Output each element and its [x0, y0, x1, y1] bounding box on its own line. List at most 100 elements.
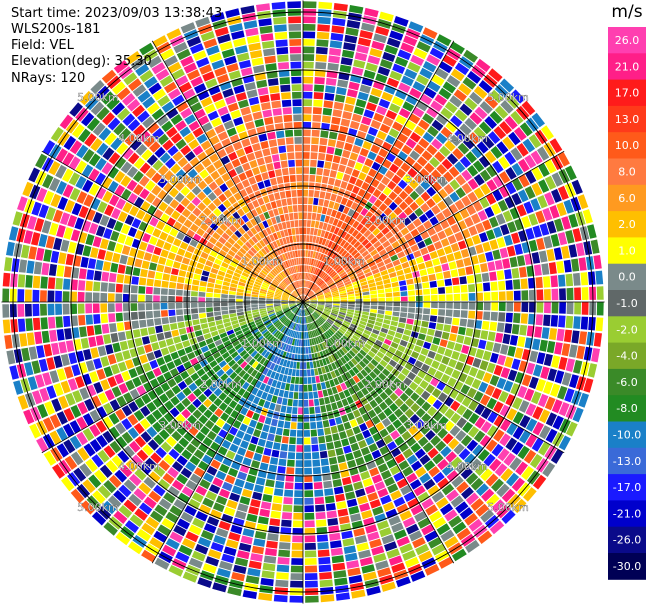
velocity-cell [368, 94, 380, 105]
velocity-cell [475, 222, 485, 234]
velocity-cell [365, 62, 378, 72]
velocity-cell [518, 189, 529, 203]
velocity-cell [327, 62, 339, 71]
velocity-cell [382, 240, 391, 248]
velocity-cell [331, 261, 338, 269]
velocity-cell [556, 328, 565, 342]
velocity-cell [407, 284, 415, 291]
velocity-cell [436, 248, 446, 257]
velocity-cell [325, 303, 333, 305]
velocity-cell [383, 257, 392, 265]
velocity-cell [590, 239, 600, 254]
velocity-cell [326, 224, 332, 232]
velocity-cell [385, 170, 395, 180]
velocity-cell [378, 213, 387, 222]
velocity-cell [335, 211, 342, 220]
velocity-cell [548, 262, 557, 275]
velocity-cell [538, 163, 550, 177]
velocity-cell [371, 40, 385, 51]
velocity-cell [469, 91, 483, 105]
velocity-cell [343, 103, 354, 113]
velocity-cell [385, 134, 396, 145]
velocity-cell [329, 40, 343, 49]
velocity-cell [536, 289, 544, 301]
velocity-cell [420, 191, 431, 202]
velocity-cell [364, 242, 373, 250]
velocity-cell [309, 296, 317, 300]
velocity-cell [514, 218, 524, 231]
velocity-cell [423, 302, 431, 308]
velocity-cell [364, 175, 374, 184]
velocity-cell [307, 265, 311, 273]
velocity-cell [426, 198, 436, 208]
velocity-cell [429, 251, 439, 260]
velocity-cell [330, 242, 337, 250]
velocity-cell [474, 273, 482, 283]
velocity-cell [434, 151, 446, 163]
velocity-cell [332, 306, 340, 310]
velocity-cell [459, 208, 470, 219]
velocity-cell [578, 331, 588, 345]
velocity-cell [308, 292, 314, 298]
velocity-cell [401, 261, 410, 269]
velocity-cell [431, 119, 444, 132]
velocity-cell [376, 261, 385, 268]
colorbar-tick-label: 13.0 [615, 113, 640, 126]
velocity-cell [308, 293, 315, 298]
velocity-cell [453, 293, 461, 301]
velocity-cell [446, 294, 453, 301]
velocity-cells [2, 1, 604, 603]
velocity-cell [313, 92, 324, 100]
colorbar-tick-label: -4.0 [616, 350, 637, 363]
velocity-cell [430, 100, 443, 112]
velocity-cell [408, 113, 421, 125]
velocity-cell [308, 292, 314, 297]
velocity-cell [337, 284, 345, 289]
velocity-cell [511, 162, 524, 176]
velocity-cell [504, 269, 512, 280]
velocity-cell [479, 232, 489, 243]
velocity-cell [466, 204, 477, 216]
velocity-cell [578, 257, 587, 271]
velocity-cell [556, 202, 567, 217]
velocity-cell [370, 119, 382, 130]
velocity-cell [361, 284, 369, 289]
velocity-cell [450, 68, 465, 82]
velocity-cell [306, 257, 310, 265]
velocity-cell [303, 106, 312, 114]
velocity-cell [327, 258, 334, 266]
velocity-cell [333, 298, 340, 301]
velocity-cell [370, 144, 381, 154]
velocity-cell [475, 283, 483, 292]
velocity-cell [324, 291, 331, 295]
velocity-cell [464, 117, 477, 131]
velocity-cell [543, 289, 551, 301]
velocity-cell [489, 239, 499, 250]
velocity-cell [354, 195, 363, 204]
velocity-cell [480, 263, 489, 273]
velocity-cell [377, 309, 385, 315]
velocity-cell [310, 297, 317, 300]
velocity-cell [489, 216, 499, 228]
velocity-cell [303, 302, 310, 303]
velocity-cell [324, 294, 332, 298]
colorbar-tick-label: -21.0 [613, 507, 641, 520]
velocity-cell [397, 151, 408, 161]
velocity-cell [331, 272, 338, 279]
velocity-cell [550, 233, 560, 247]
velocity-cell [449, 134, 462, 147]
velocity-cell [335, 140, 345, 149]
velocity-cell [473, 85, 488, 99]
velocity-cell [389, 272, 397, 278]
velocity-cell [512, 178, 524, 191]
velocity-cell [513, 313, 521, 324]
velocity-cell [449, 191, 460, 203]
velocity-cell [399, 312, 408, 318]
velocity-cell [367, 151, 377, 161]
velocity-cell [335, 279, 343, 285]
velocity-cell [310, 302, 318, 305]
velocity-cell [344, 233, 351, 241]
velocity-cell [481, 272, 490, 282]
velocity-cell [321, 284, 328, 290]
velocity-cell [359, 261, 368, 268]
